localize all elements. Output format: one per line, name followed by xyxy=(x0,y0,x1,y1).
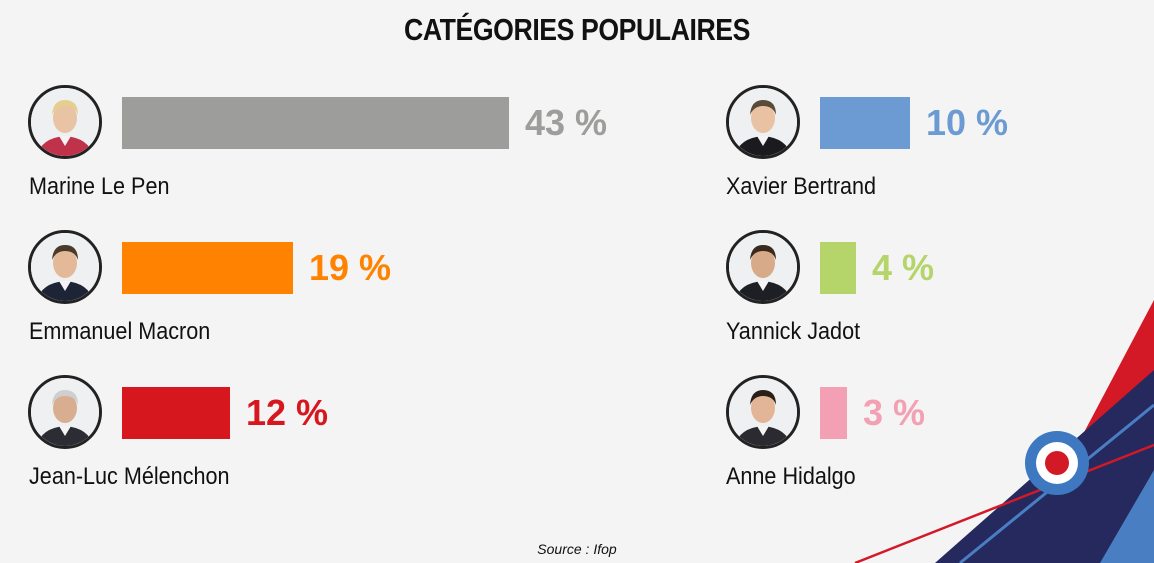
bar xyxy=(820,97,910,149)
data-label: 12 % xyxy=(246,392,329,433)
candidate-avatar xyxy=(726,375,800,449)
candidate-avatar xyxy=(28,230,102,304)
category-label: Anne Hidalgo xyxy=(726,463,856,490)
data-label: 43 % xyxy=(525,102,608,143)
category-label: Xavier Bertrand xyxy=(726,173,877,200)
candidate-avatar xyxy=(28,375,102,449)
bar xyxy=(820,387,847,439)
bar xyxy=(820,242,856,294)
bar xyxy=(122,97,509,149)
candidate-avatar xyxy=(726,230,800,304)
source-note: Source : Ifop xyxy=(537,541,617,557)
candidate-avatar xyxy=(726,85,800,159)
candidate-avatar xyxy=(28,85,102,159)
data-label: 19 % xyxy=(309,247,392,288)
category-label: Yannick Jadot xyxy=(726,318,861,345)
bar xyxy=(122,242,293,294)
category-label: Emmanuel Macron xyxy=(29,318,211,345)
data-label: 10 % xyxy=(926,102,1009,143)
category-label: Marine Le Pen xyxy=(29,173,170,200)
category-label: Jean-Luc Mélenchon xyxy=(29,463,230,490)
data-label: 4 % xyxy=(872,247,935,288)
page-title: CATÉGORIES POPULAIRES xyxy=(404,12,750,47)
bar xyxy=(122,387,230,439)
data-label: 3 % xyxy=(863,392,926,433)
